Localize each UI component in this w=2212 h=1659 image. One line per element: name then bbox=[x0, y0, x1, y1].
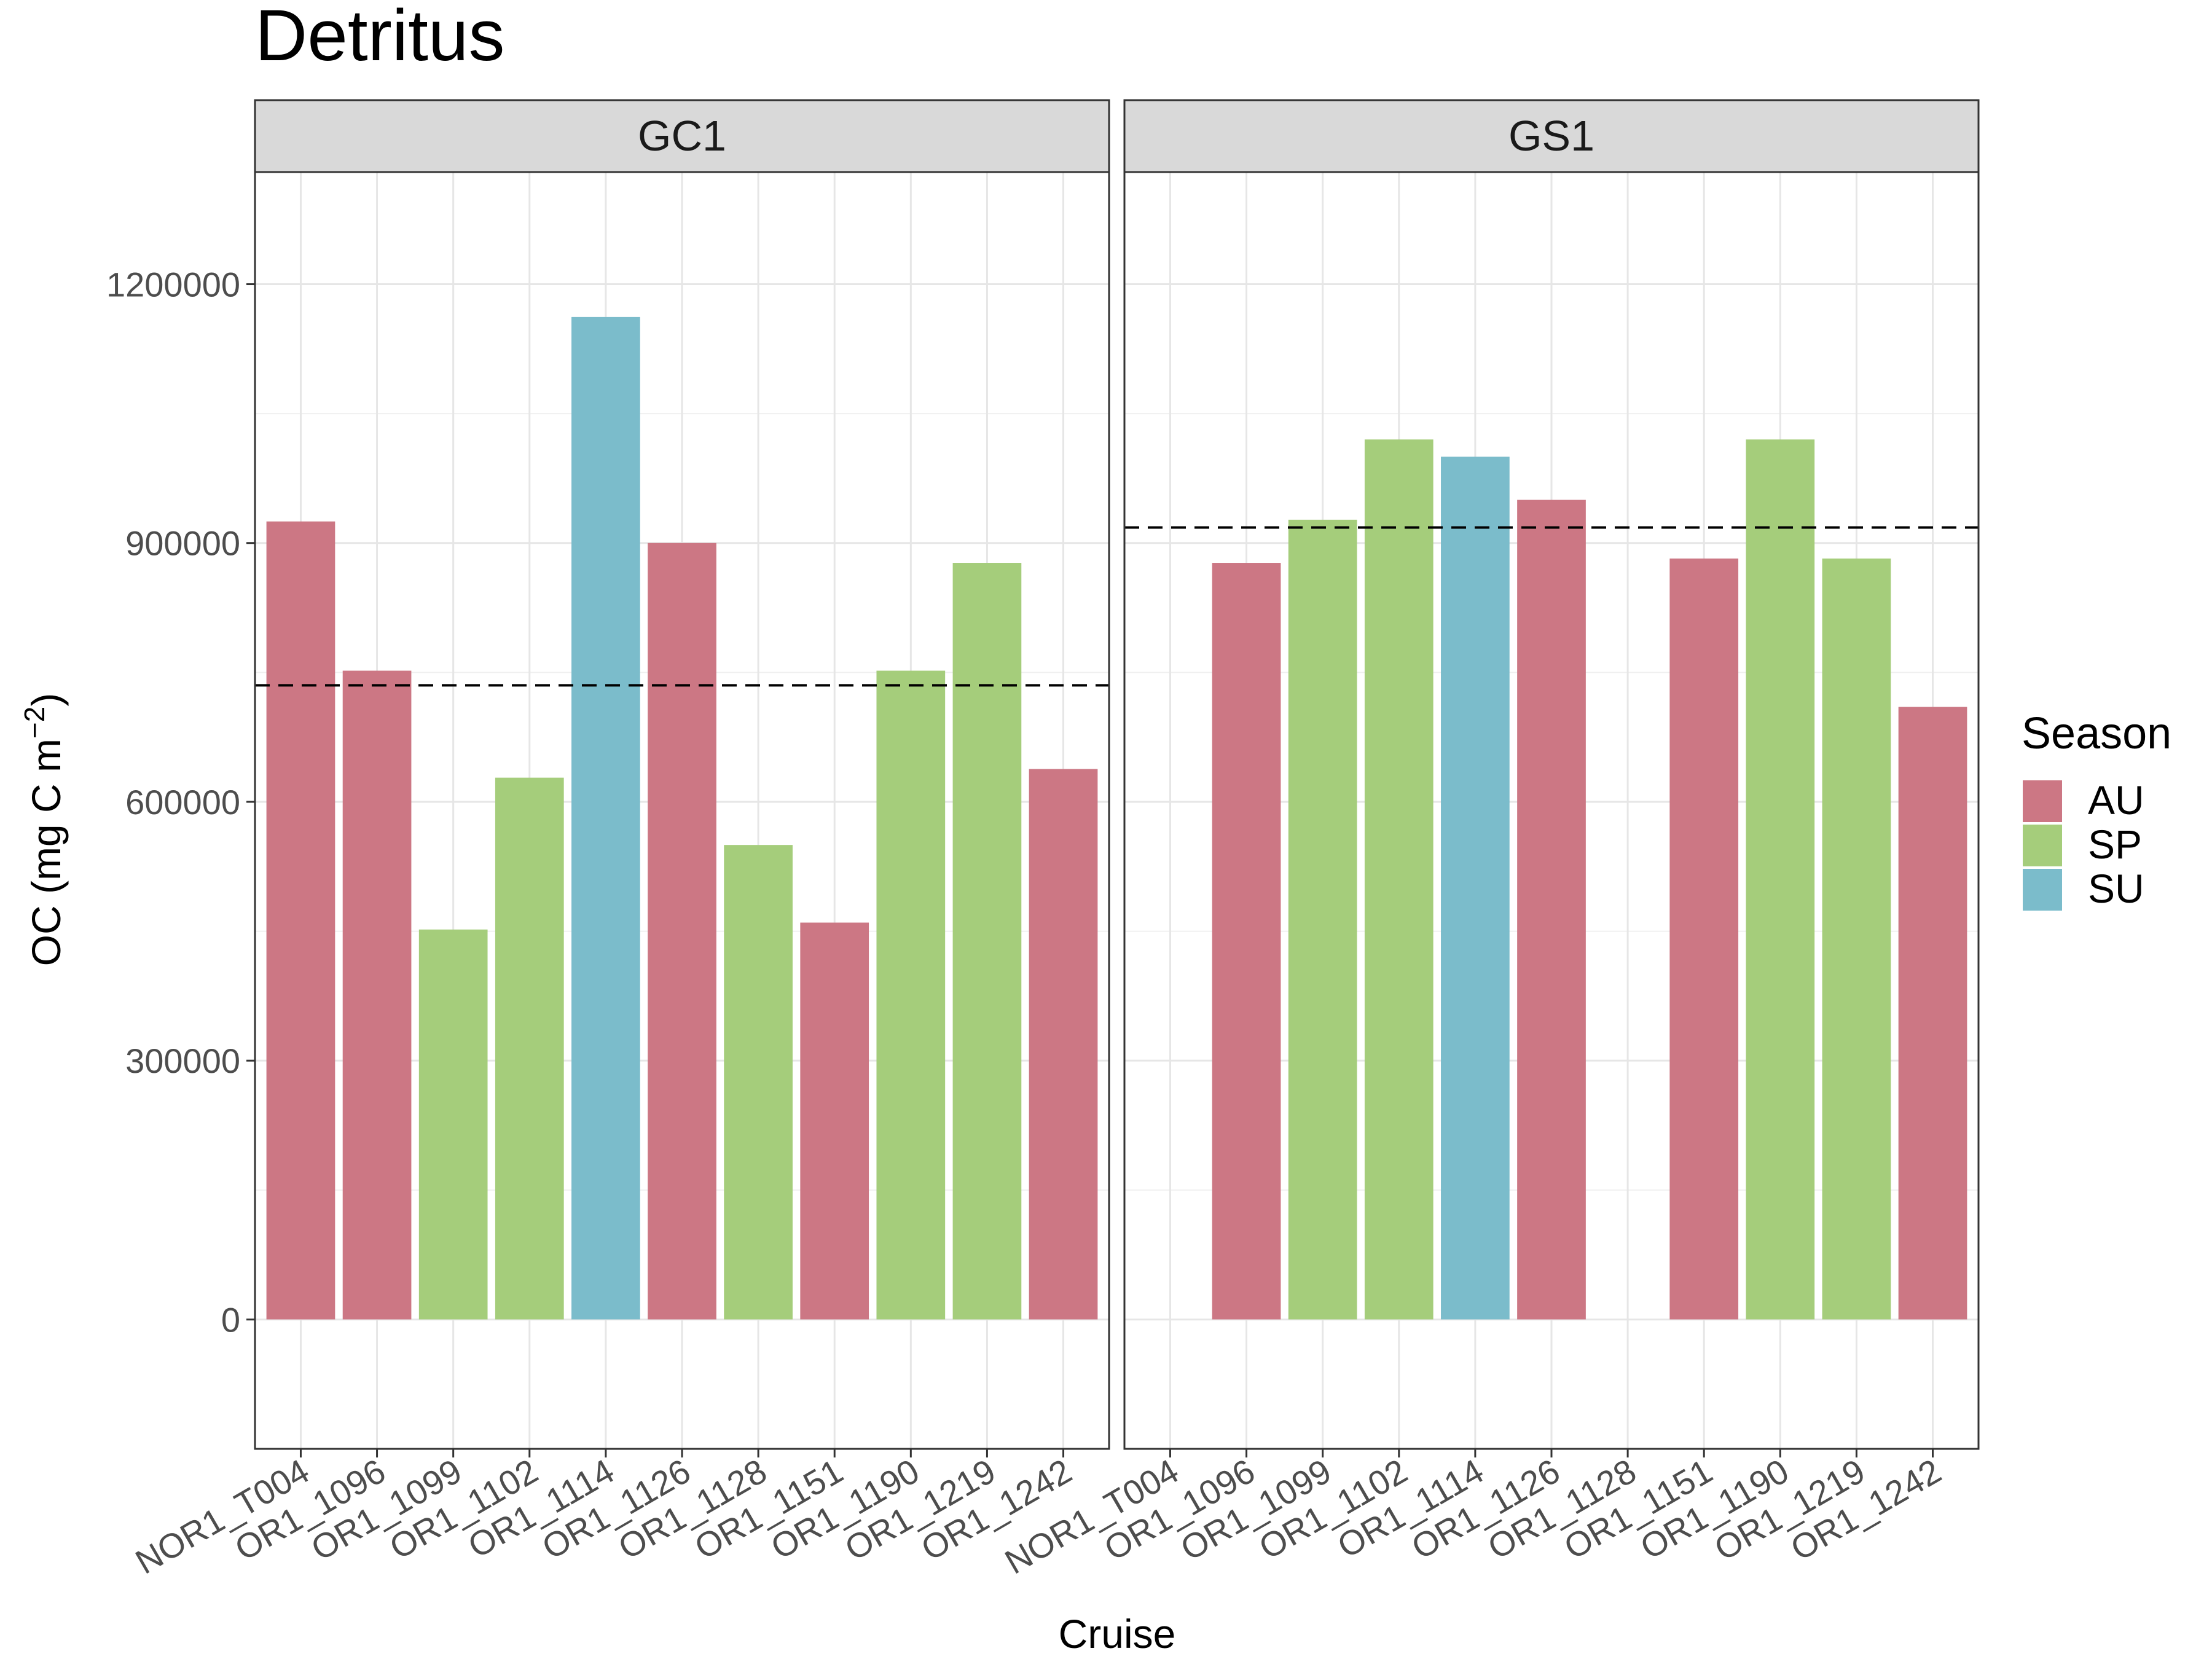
bar-gc1-or1-1102 bbox=[495, 777, 564, 1320]
y-tick-label: 0 bbox=[221, 1300, 240, 1339]
bar-gc1-or1-1242 bbox=[1029, 769, 1098, 1320]
legend-label-sp: SP bbox=[2088, 822, 2142, 867]
bar-gc1-or1-1151 bbox=[800, 922, 869, 1320]
bar-gs1-or1-1219 bbox=[1822, 559, 1891, 1320]
bar-gc1-nor1-t004 bbox=[266, 521, 335, 1320]
facet-panels: GC1NOR1_T004OR1_1096OR1_1099OR1_1102OR1_… bbox=[106, 99, 1980, 1582]
bar-gc1-or1-1096 bbox=[342, 670, 412, 1320]
y-axis-title: OC (mg C m−2) bbox=[18, 693, 69, 967]
bar-gc1-or1-1114 bbox=[571, 316, 640, 1320]
y-tick-label: 900000 bbox=[125, 524, 240, 563]
legend-title: Season bbox=[2022, 709, 2171, 758]
y-axis-title-close: ) bbox=[23, 693, 69, 707]
bar-gs1-or1-1099 bbox=[1288, 519, 1357, 1320]
y-tick-label: 1200000 bbox=[106, 265, 240, 304]
x-axis-title: Cruise bbox=[1059, 1611, 1176, 1657]
facet-strip bbox=[1123, 99, 1980, 173]
legend-swatch-sp bbox=[2023, 825, 2062, 866]
y-tick-label: 600000 bbox=[125, 783, 240, 822]
bar-gs1-or1-1126 bbox=[1517, 500, 1586, 1320]
legend-label-su: SU bbox=[2088, 866, 2144, 911]
bar-gs1-or1-1096 bbox=[1212, 563, 1281, 1320]
chart-title: Detritus bbox=[255, 0, 505, 76]
facet-strip-label: GS1 bbox=[1508, 112, 1594, 160]
bar-gs1-or1-1190 bbox=[1746, 439, 1815, 1320]
panel-gc1: GC1NOR1_T004OR1_1096OR1_1099OR1_1102OR1_… bbox=[106, 99, 1110, 1582]
y-axis-title-exponent: −2 bbox=[18, 707, 50, 739]
bar-gs1-or1-1102 bbox=[1364, 439, 1433, 1320]
bar-gc1-or1-1219 bbox=[952, 563, 1022, 1320]
legend-swatch-au bbox=[2023, 780, 2062, 822]
facet-strip-label: GC1 bbox=[638, 112, 726, 160]
bar-gs1-or1-1114 bbox=[1441, 457, 1510, 1320]
y-axis-title-main: OC (mg C m bbox=[23, 739, 69, 966]
panel-gs1: GS1NOR1_T004OR1_1096OR1_1099OR1_1102OR1_… bbox=[998, 99, 1980, 1582]
facet-strip bbox=[254, 99, 1110, 173]
bar-gc1-or1-1126 bbox=[648, 543, 716, 1320]
bar-gc1-or1-1099 bbox=[418, 929, 488, 1320]
legend-label-au: AU bbox=[2088, 777, 2144, 823]
bar-gs1-or1-1242 bbox=[1898, 707, 1967, 1320]
bar-gc1-or1-1128 bbox=[724, 845, 793, 1320]
bar-gc1-or1-1190 bbox=[876, 670, 946, 1320]
bar-gs1-or1-1151 bbox=[1669, 559, 1739, 1320]
y-tick-label: 300000 bbox=[125, 1041, 240, 1080]
legend-swatch-su bbox=[2023, 869, 2062, 911]
